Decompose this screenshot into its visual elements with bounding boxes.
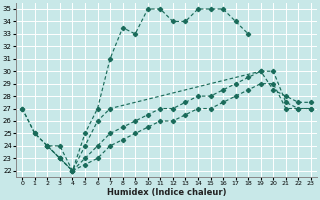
X-axis label: Humidex (Indice chaleur): Humidex (Indice chaleur) <box>107 188 226 197</box>
